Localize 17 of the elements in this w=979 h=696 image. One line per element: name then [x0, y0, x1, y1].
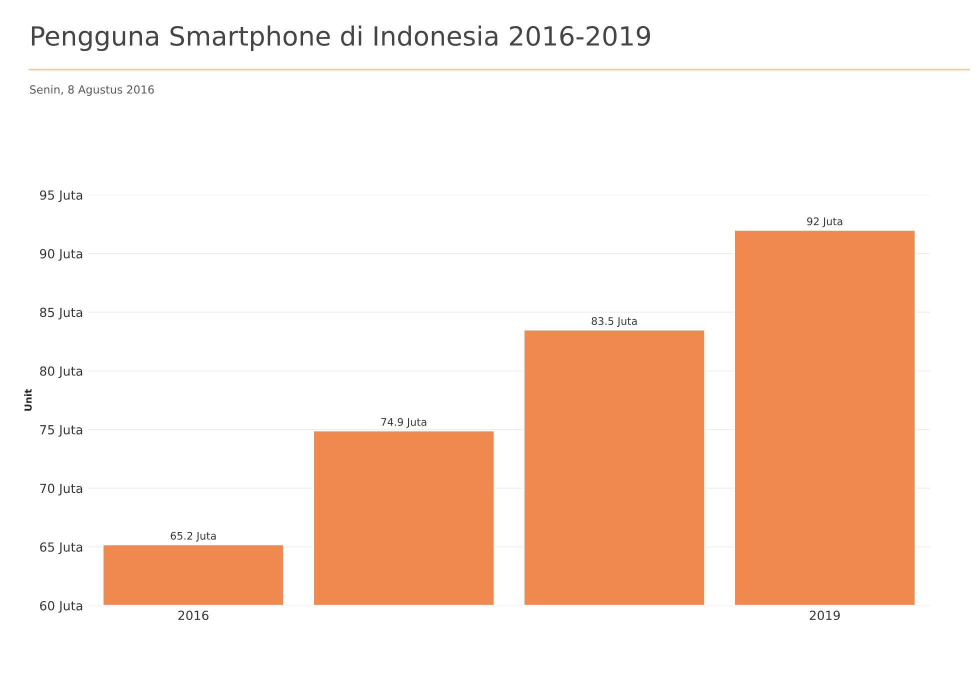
y-tick-label: 85 Juta [40, 308, 82, 320]
y-tick-label: 60 Juta [40, 600, 82, 613]
y-axis-title: Unit [24, 389, 32, 411]
data-label: 74.9 Juta [381, 418, 426, 428]
y-tick-label: 70 Juta [40, 484, 82, 496]
chart-subtitle: Senin, 8 Agustus 2016 [30, 85, 154, 96]
data-label: 92 Juta [807, 217, 842, 228]
data-label: 65.2 Juta [170, 532, 216, 542]
y-tick-label: 75 Juta [40, 425, 82, 437]
data-label: 83.5 Juta [592, 317, 637, 327]
y-tick-label: 65 Juta [40, 542, 82, 554]
y-tick-label: 90 Juta [40, 249, 82, 261]
x-tick-label: 2019 [810, 610, 840, 620]
x-tick-label: 2016 [178, 610, 208, 620]
chart-title: Pengguna Smartphone di Indonesia 2016-2019 [32, 26, 650, 52]
y-tick-label: 95 Juta [40, 190, 82, 202]
y-tick-label: 80 Juta [40, 366, 82, 378]
